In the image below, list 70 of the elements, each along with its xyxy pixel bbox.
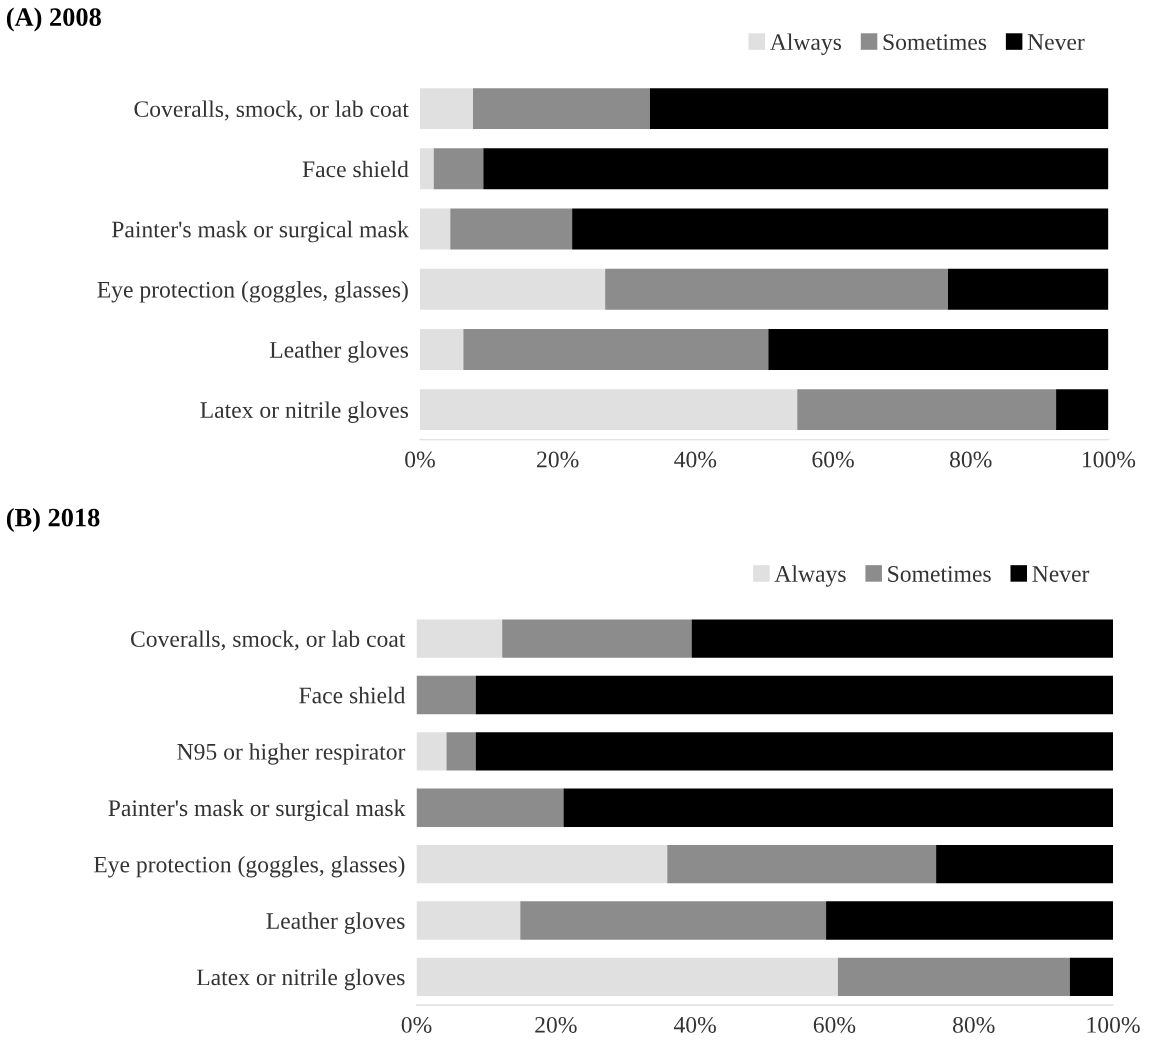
y-tick-label: Leather gloves — [266, 912, 405, 934]
bar — [450, 208, 573, 250]
bar — [416, 619, 503, 658]
bar — [419, 268, 606, 310]
bar — [475, 732, 1114, 771]
bar — [520, 901, 827, 940]
legend-label: Never — [1032, 566, 1090, 582]
y-tick-label: Painter's mask or surgical mask — [108, 799, 406, 822]
bar — [416, 957, 838, 997]
bar — [416, 675, 476, 715]
bar — [563, 788, 1114, 827]
x-tick-label: 0% — [405, 451, 435, 468]
x-tick-label: 100% — [1087, 1016, 1140, 1033]
x-tick-label: 100% — [1082, 451, 1136, 468]
bar — [936, 844, 1114, 884]
y-tick-label: Face shield — [302, 160, 409, 178]
bar — [416, 844, 668, 884]
bar — [768, 328, 1109, 370]
bar — [483, 148, 1109, 190]
x-tick-label: 0% — [401, 1016, 432, 1033]
bar — [416, 788, 564, 827]
legend-label: Always — [769, 33, 842, 55]
x-tick-label: 80% — [949, 451, 992, 468]
legend-label: Always — [774, 565, 846, 587]
bar — [1056, 389, 1109, 431]
bar — [605, 268, 949, 310]
bar — [473, 88, 650, 130]
bar — [475, 675, 1114, 715]
bar — [419, 208, 451, 250]
bar — [691, 619, 1114, 658]
bar — [416, 732, 447, 771]
bar — [649, 88, 1109, 130]
text: (B) 2018 — [6, 507, 100, 532]
bar — [419, 328, 464, 370]
x-tick-label: 60% — [813, 1016, 856, 1033]
legend-label: Sometimes — [888, 566, 991, 582]
bar — [948, 268, 1109, 310]
bar — [797, 389, 1057, 431]
bar — [502, 619, 692, 658]
y-tick-label: Eye protection (goggles, glasses) — [93, 855, 405, 878]
y-tick-label: Painter's mask or surgical mask — [111, 220, 409, 243]
legend-label: Sometimes — [883, 34, 987, 51]
text: (A) 2008 — [6, 7, 101, 32]
bar — [826, 901, 1114, 940]
x-tick-label: 20% — [537, 451, 579, 468]
bar — [572, 208, 1109, 250]
legend-label: Never — [1027, 34, 1085, 51]
bar — [419, 389, 798, 431]
bar — [416, 901, 521, 940]
y-tick-label: Eye protection (goggles, glasses) — [97, 281, 408, 303]
y-tick-label: Face shield — [299, 686, 406, 704]
y-tick-label: Latex or nitrile gloves — [196, 968, 405, 991]
bar — [1069, 957, 1114, 997]
y-tick-label: Coveralls, smock, or lab coat — [130, 630, 406, 651]
x-tick-label: 60% — [812, 451, 854, 468]
y-tick-label: Coveralls, smock, or lab coat — [134, 100, 409, 121]
bar — [419, 148, 434, 190]
x-tick-label: 40% — [674, 451, 717, 468]
y-tick-label: Leather gloves — [269, 341, 409, 363]
bar — [837, 957, 1070, 997]
x-tick-label: 20% — [535, 1016, 577, 1033]
bar — [446, 732, 476, 771]
bar — [667, 844, 937, 884]
y-tick-label: N95 or higher respirator — [177, 743, 406, 765]
bar — [419, 88, 473, 130]
bar — [433, 148, 484, 190]
x-tick-label: 40% — [673, 1016, 716, 1033]
x-tick-label: 80% — [952, 1016, 995, 1033]
bar — [463, 328, 769, 370]
y-tick-label: Latex or nitrile gloves — [200, 401, 409, 423]
